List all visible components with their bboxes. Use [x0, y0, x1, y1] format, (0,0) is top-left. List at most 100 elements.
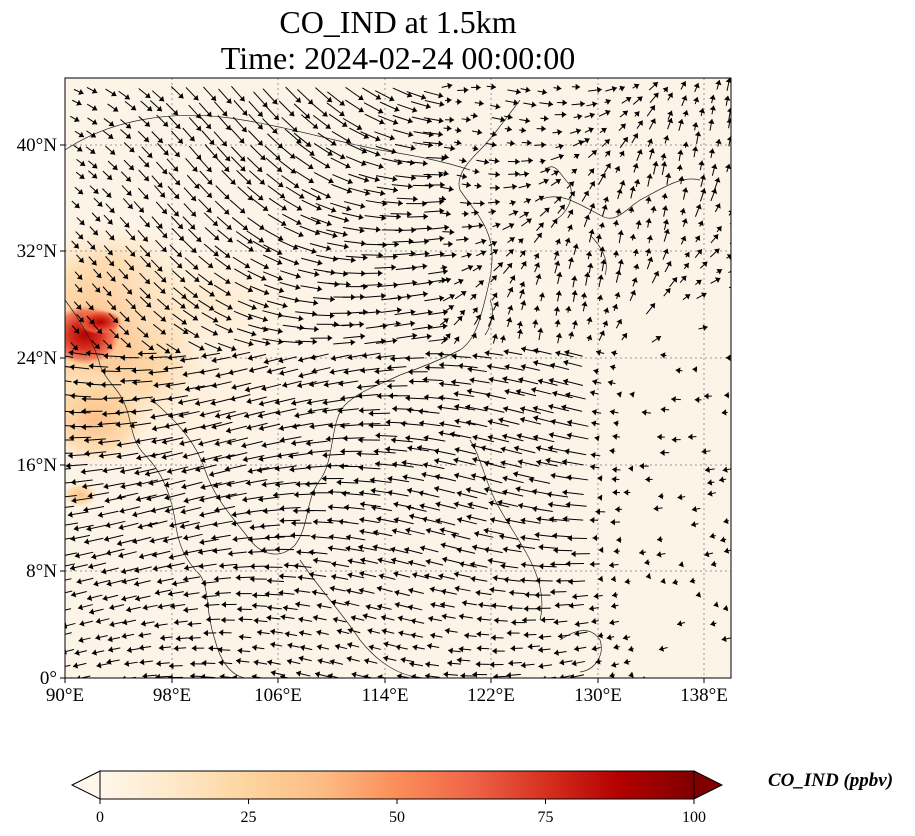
- wind-arrow-head: [179, 522, 185, 530]
- wind-arrow-head: [407, 604, 413, 611]
- wind-arrow-head: [445, 210, 451, 217]
- wind-arrow-head: [543, 178, 549, 185]
- wind-arrow-head: [586, 334, 593, 341]
- wind-arrow-head: [393, 186, 398, 193]
- wind-arrow-head: [553, 618, 559, 626]
- wind-arrow-head: [504, 364, 510, 371]
- wind-arrow-head: [550, 588, 555, 596]
- wind-arrow-head: [326, 244, 332, 252]
- wind-arrow-head: [515, 388, 521, 395]
- wind-arrow-head: [692, 122, 699, 128]
- wind-arrow-head: [624, 578, 630, 585]
- wind-arrow-head: [634, 111, 640, 117]
- wind-arrow-head: [247, 354, 253, 361]
- wind-arrow-head: [69, 434, 74, 441]
- wind-arrow-head: [221, 140, 227, 147]
- wind-arrow-head: [309, 150, 315, 156]
- wind-arrow-head: [457, 98, 462, 106]
- wind-arrow-head: [721, 635, 727, 643]
- wind-arrow-head: [368, 644, 374, 651]
- wind-arrow-head: [535, 273, 542, 280]
- map-frame: [64, 77, 732, 679]
- wind-arrow-shaft: [65, 410, 74, 413]
- wind-arrow-head: [87, 492, 93, 499]
- wind-arrow-head: [154, 622, 160, 629]
- wind-arrow-head: [439, 207, 445, 215]
- wind-arrow-head: [456, 547, 462, 554]
- wind-arrow-head: [506, 125, 512, 133]
- wind-arrow-head: [383, 641, 389, 648]
- wind-arrow-head: [398, 630, 404, 637]
- wind-arrow-head: [513, 99, 519, 106]
- wind-arrow-head: [636, 149, 643, 155]
- wind-arrow-head: [515, 170, 520, 178]
- wind-arrow-head: [407, 183, 413, 190]
- wind-arrow-head: [472, 112, 478, 119]
- wind-arrow-head: [140, 315, 146, 321]
- wind-arrow-head: [132, 395, 137, 402]
- wind-arrow-head: [713, 248, 720, 255]
- wind-arrow-head: [559, 204, 565, 211]
- wind-arrow-head: [459, 310, 465, 316]
- wind-arrow-head: [601, 128, 607, 134]
- wind-arrow-head: [102, 395, 108, 402]
- wind-arrow-head: [158, 644, 164, 651]
- wind-arrow-head: [538, 646, 543, 654]
- wind-arrow-head: [182, 427, 188, 434]
- wind-arrow-head: [192, 315, 198, 321]
- wind-arrow-head: [440, 181, 445, 189]
- wind-arrow-head: [628, 465, 634, 472]
- wind-arrow-head: [246, 273, 252, 280]
- wind-arrow-shaft: [65, 552, 77, 556]
- wind-arrow-head: [492, 647, 497, 655]
- wind-arrow-head: [267, 604, 272, 611]
- wind-arrow-head: [519, 281, 526, 288]
- wind-arrow-head: [443, 153, 449, 160]
- wind-arrow-head: [516, 329, 524, 335]
- wind-arrow-head: [130, 104, 137, 111]
- wind-arrow-head: [456, 656, 462, 664]
- wind-arrow-head: [138, 644, 144, 651]
- wind-arrow-head: [493, 673, 498, 678]
- wind-arrow-head: [73, 243, 79, 249]
- wind-arrow-head: [280, 674, 286, 678]
- wind-arrow-head: [295, 97, 301, 103]
- wind-arrow-shaft: [65, 590, 73, 594]
- wind-arrow-head: [502, 475, 508, 482]
- wind-arrow-shaft: [732, 297, 741, 298]
- wind-arrow-head: [488, 314, 495, 321]
- wind-arrow-head: [438, 131, 444, 138]
- wind-arrow-head: [469, 561, 475, 568]
- wind-arrow-head: [622, 137, 628, 143]
- wind-arrow-head: [183, 497, 189, 504]
- wind-arrow-head: [131, 408, 137, 416]
- wind-arrow-head: [506, 629, 512, 637]
- wind-arrow-head: [619, 180, 626, 186]
- wind-arrow-head: [67, 511, 73, 518]
- wind-arrow-head: [78, 131, 84, 138]
- wind-arrow-head: [244, 386, 251, 393]
- wind-arrow-head: [486, 363, 492, 370]
- wind-arrow-head: [694, 235, 701, 242]
- wind-arrow-head: [52, 437, 57, 443]
- wind-arrow-head: [267, 577, 272, 585]
- wind-arrow-head: [597, 494, 603, 501]
- wind-arrow-head: [371, 504, 377, 511]
- wind-arrow-head: [394, 601, 400, 609]
- wind-arrow-head: [716, 268, 723, 275]
- wind-arrow-head: [500, 460, 506, 467]
- wind-arrow-head: [649, 303, 656, 309]
- wind-arrow-head: [520, 406, 526, 413]
- wind-arrow-head: [453, 501, 459, 508]
- wind-arrow-head: [345, 545, 351, 552]
- wind-arrow-head: [374, 378, 380, 386]
- wind-arrow-head: [456, 139, 462, 146]
- wind-arrow-head: [476, 615, 482, 623]
- wind-arrow-head: [513, 445, 520, 452]
- wind-arrow-head: [161, 438, 167, 445]
- wind-arrow-head: [516, 543, 521, 550]
- wind-arrow-head: [449, 431, 455, 438]
- wind-arrow-head: [225, 427, 232, 434]
- wind-arrow-head: [341, 121, 348, 127]
- wind-arrow-head: [393, 281, 399, 289]
